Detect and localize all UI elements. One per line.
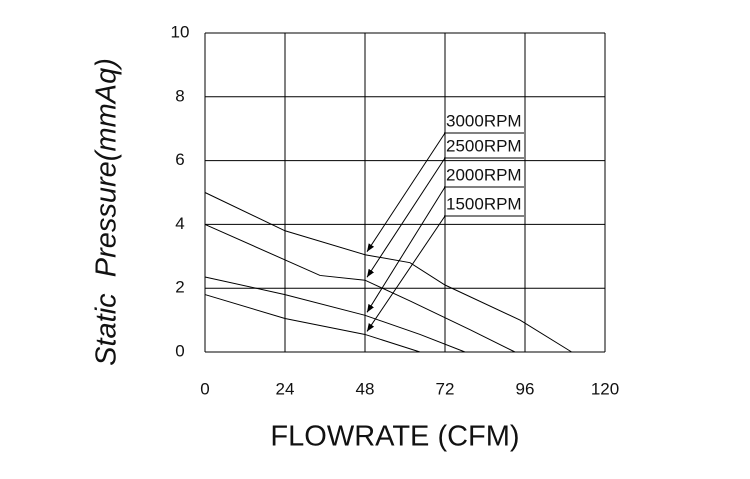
x-tick-label: 120 — [591, 379, 619, 398]
series-label: 3000RPM — [446, 111, 522, 130]
y-axis-title: Static Pressure(mmAq) — [91, 58, 123, 366]
y-tick-label: 6 — [175, 150, 184, 169]
x-tick-label: 96 — [516, 379, 535, 398]
y-tick-label: 2 — [175, 278, 184, 297]
series-line — [204, 192, 572, 353]
series-line — [204, 276, 466, 353]
label-arrow — [366, 215, 446, 332]
x-tick-label: 0 — [200, 379, 209, 398]
series-label: 1500RPM — [446, 194, 522, 213]
label-arrow — [366, 157, 446, 278]
series-label: 2500RPM — [446, 136, 522, 155]
y-tick-label: 8 — [175, 86, 184, 105]
x-tick-label: 24 — [276, 379, 295, 398]
x-tick-label: 72 — [436, 379, 455, 398]
x-axis-title: FLOWRATE (CFM) — [270, 421, 519, 453]
y-tick-label: 0 — [175, 341, 184, 360]
y-tick-label: 10 — [171, 22, 190, 41]
y-tick-label: 4 — [175, 214, 184, 233]
series-label: 2000RPM — [446, 165, 522, 184]
label-arrow — [366, 186, 446, 313]
series-line — [204, 294, 421, 353]
x-tick-label: 48 — [356, 379, 375, 398]
label-arrow — [366, 132, 446, 252]
series-line — [204, 223, 516, 353]
